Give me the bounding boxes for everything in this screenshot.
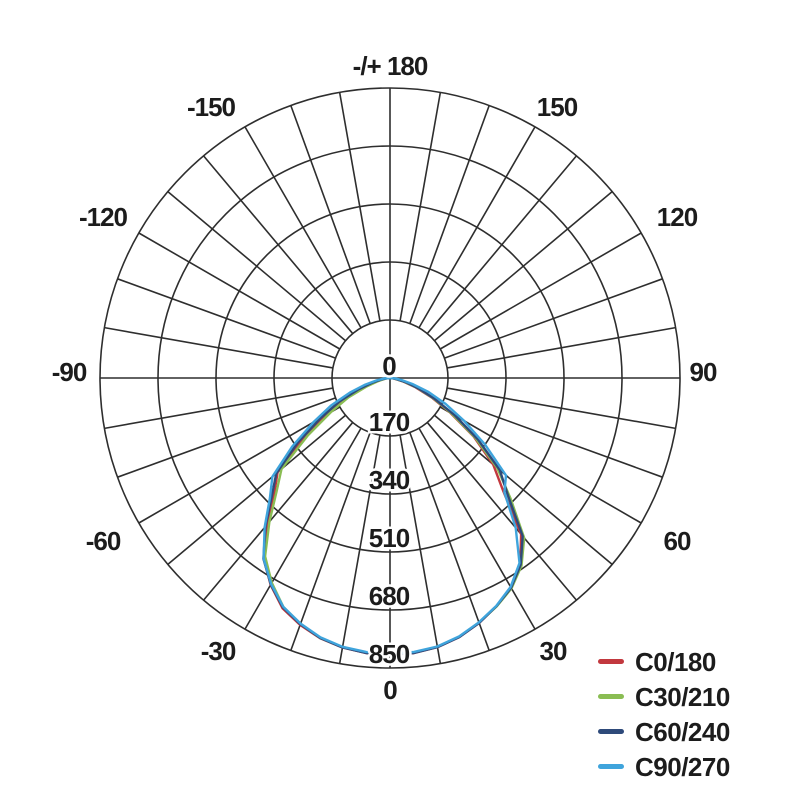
legend-swatch (598, 659, 624, 664)
grid-radial-line (433, 190, 613, 342)
grid-radial-line (418, 126, 536, 329)
angle-label-60: 60 (664, 526, 691, 556)
grid-radial-line (104, 387, 334, 430)
grid-radial-line (138, 232, 341, 350)
legend-item-c30-210: C30/210 (598, 679, 730, 714)
legend-item-c60-240: C60/240 (598, 714, 730, 749)
grid-radial-line (439, 406, 642, 524)
legend-label: C60/240 (635, 716, 730, 747)
grid-radial-line (399, 434, 442, 664)
grid-radial-line (167, 414, 347, 566)
grid-radial-line (244, 126, 362, 329)
radial-tick-label-680: 680 (369, 581, 410, 611)
angle-label--150: -150 (187, 92, 236, 122)
grid-radial-line (426, 421, 578, 601)
angle-label-0: 0 (383, 675, 397, 705)
angle-label--120: -120 (79, 202, 128, 232)
grid-radial-line (399, 92, 442, 322)
grid-radial-line (117, 278, 336, 359)
angle-label-90: 90 (690, 357, 717, 387)
chart-labels: -/+ 180 -150 150 -120 120 -90 90 -60 60 -30 30 0 0 17… (49, 49, 720, 708)
legend-swatch (598, 694, 624, 699)
grid-radial-line (290, 105, 371, 324)
radial-tick-label-340: 340 (369, 465, 410, 495)
grid-radial-line (167, 190, 347, 342)
grid-radial-line (138, 406, 341, 524)
angle-label--90: -90 (52, 357, 87, 387)
radial-tick-label-850: 850 (369, 639, 410, 669)
grid-radial-line (433, 414, 613, 566)
angle-label-120: 120 (657, 202, 698, 232)
legend-label: C0/180 (635, 646, 716, 677)
series-curve-C90-270 (262, 376, 521, 655)
angle-label-150: 150 (537, 92, 578, 122)
grid-radial-line (409, 105, 490, 324)
legend-swatch (598, 729, 624, 734)
grid-radial-line (338, 92, 381, 322)
grid-radial-line (117, 397, 336, 478)
polar-grid (99, 87, 681, 669)
angle-label-180: -/+ 180 (353, 51, 428, 81)
grid-radial-line (244, 427, 362, 630)
grid-radial-line (446, 387, 676, 430)
legend-item-c90-270: C90/270 (598, 749, 730, 784)
grid-radial-line (290, 432, 371, 651)
radial-tick-label-170: 170 (369, 407, 410, 437)
grid-radial-line (444, 397, 663, 478)
grid-radial-line (444, 278, 663, 359)
grid-radial-line (426, 155, 578, 335)
legend-item-c0-180: C0/180 (598, 644, 730, 679)
grid-radial-line (418, 427, 536, 630)
grid-radial-line (439, 232, 642, 350)
legend-label: C30/210 (635, 681, 730, 712)
grid-radial-line (202, 421, 354, 601)
grid-radial-line (409, 432, 490, 651)
angle-label--60: -60 (86, 526, 121, 556)
angle-label--30: -30 (201, 636, 236, 666)
legend-label: C90/270 (635, 751, 730, 782)
angle-label-30: 30 (540, 636, 567, 666)
radial-tick-label-510: 510 (369, 523, 410, 553)
chart-legend: C0/180 C30/210 C60/240 C90/270 (598, 644, 730, 784)
grid-radial-line (202, 155, 354, 335)
grid-radial-line (446, 326, 676, 369)
grid-radial-line (104, 326, 334, 369)
legend-swatch (598, 764, 624, 769)
grid-radial-line (338, 434, 381, 664)
radial-tick-label-0: 0 (382, 351, 396, 381)
